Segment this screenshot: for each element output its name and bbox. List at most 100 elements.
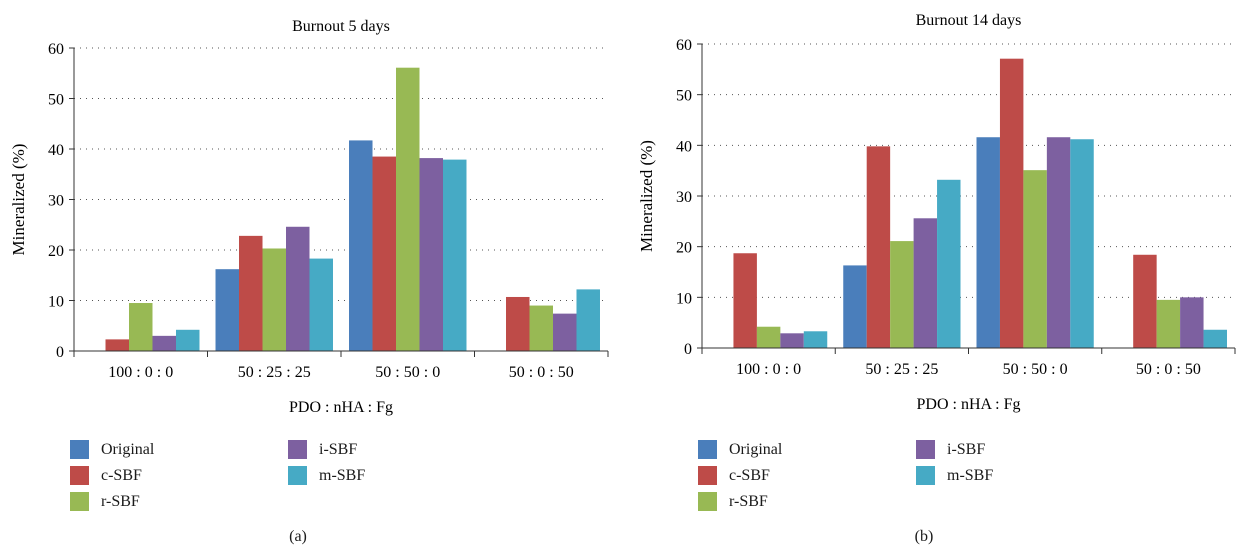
bar-c-sbf-50-25-25 <box>239 235 263 351</box>
legend-label: Original <box>101 440 155 458</box>
bar-original-50-50-0 <box>349 140 373 351</box>
x-axis-title: PDO : nHA : Fg <box>289 399 393 416</box>
bar-r-sbf-50-0-50 <box>529 305 553 351</box>
bar-r-sbf-50-50-0 <box>396 67 420 351</box>
bar-original-50-25-25 <box>843 265 867 348</box>
bar-m-sbf-50-0-50 <box>576 289 600 351</box>
legend-item-original: Original <box>698 440 782 459</box>
bar-c-sbf-50-50-0 <box>372 156 397 351</box>
legend-label: r-SBF <box>101 492 140 510</box>
bar-i-sbf-100-0-0 <box>152 335 176 351</box>
y-tick-label: 30 <box>676 189 692 206</box>
bar-chart-burnout-14-days: Burnout 14 days 0 10 20 30 40 50 60 100 : 0 : 0 5… <box>637 12 1236 413</box>
y-tick-label: 60 <box>48 41 64 58</box>
y-tick-label: 10 <box>48 294 64 311</box>
legend-item-m-sbf: m-SBF <box>916 466 993 485</box>
bar-i-sbf-50-50-0 <box>1046 137 1071 348</box>
legend-label: i-SBF <box>319 440 358 458</box>
legend-swatch <box>70 466 89 485</box>
x-tick-label: 50 : 0 : 50 <box>509 364 574 381</box>
bar-m-sbf-50-25-25 <box>309 258 333 351</box>
legend-label: m-SBF <box>319 466 366 484</box>
x-tick-label: 50 : 25 : 25 <box>238 364 311 381</box>
legend-swatch <box>698 466 717 485</box>
bar-i-sbf-50-25-25 <box>913 218 938 348</box>
bar-m-sbf-100-0-0 <box>175 329 200 351</box>
bar-i-sbf-50-50-0 <box>419 158 443 351</box>
y-tick-label: 30 <box>48 193 64 210</box>
bar-r-sbf-100-0-0 <box>756 326 781 348</box>
y-tick-label: 20 <box>676 240 692 257</box>
legend-item-r-sbf: r-SBF <box>698 492 768 511</box>
y-axis-title: Mineralized (%) <box>9 144 28 256</box>
y-tick-label: 60 <box>676 37 692 54</box>
bar-c-sbf-50-25-25 <box>866 146 891 348</box>
x-axis-title: PDO : nHA : Fg <box>916 396 1020 413</box>
bar-i-sbf-50-0-50 <box>553 313 577 351</box>
legend-swatch <box>70 440 89 459</box>
bar-m-sbf-50-50-0 <box>442 159 467 351</box>
panel-label-a: (a) <box>289 528 307 545</box>
y-tick-label: 40 <box>48 142 64 159</box>
bar-c-sbf-50-0-50 <box>506 296 530 351</box>
bar-m-sbf-50-25-25 <box>937 179 961 348</box>
panel-label-b: (b) <box>914 528 934 545</box>
y-tick-label: 20 <box>48 243 64 260</box>
y-tick-label: 0 <box>684 341 692 358</box>
bar-original-50-25-25 <box>215 269 240 351</box>
legend-swatch <box>70 492 89 511</box>
y-tick-label: 40 <box>676 138 692 155</box>
bar-c-sbf-100-0-0 <box>733 253 757 348</box>
bar-m-sbf-100-0-0 <box>803 331 828 348</box>
chart-title: Burnout 14 days <box>916 12 1022 29</box>
bar-c-sbf-50-0-50 <box>1133 254 1157 348</box>
legend-item-m-sbf: m-SBF <box>288 466 365 485</box>
legend-label: r-SBF <box>729 492 768 510</box>
x-tick-label: 100 : 0 : 0 <box>736 361 801 378</box>
legend-item-original: Original <box>70 440 154 459</box>
legend-swatch <box>288 440 307 459</box>
bar-i-sbf-50-0-50 <box>1180 297 1204 348</box>
bar-i-sbf-100-0-0 <box>780 333 804 348</box>
legend-item-r-sbf: r-SBF <box>70 492 140 511</box>
bar-c-sbf-50-50-0 <box>999 58 1024 348</box>
legend-item-c-sbf: c-SBF <box>698 466 770 485</box>
legend-label: Original <box>729 440 783 458</box>
legend-swatch <box>916 440 935 459</box>
chart-panel-burnout-14-days: Burnout 14 days 0 10 20 30 40 50 60 100 : 0 : 0 5… <box>618 0 1236 558</box>
legend-swatch <box>916 466 935 485</box>
legend-swatch <box>698 440 717 459</box>
x-tick-label: 100 : 0 : 0 <box>108 364 173 381</box>
legend-label: c-SBF <box>729 466 770 484</box>
legend-label: i-SBF <box>947 440 986 458</box>
y-tick-label: 10 <box>676 290 692 307</box>
y-tick-label: 0 <box>56 344 64 361</box>
chart-title: Burnout 5 days <box>292 18 390 35</box>
legend-swatch <box>288 466 307 485</box>
bar-chart-burnout-5-days: Burnout 5 days 0 10 20 30 40 50 60 100 : 0 : 0 50… <box>9 18 609 416</box>
bar-r-sbf-100-0-0 <box>129 303 153 351</box>
legend-label: m-SBF <box>947 466 994 484</box>
y-tick-label: 50 <box>48 92 64 109</box>
legend-item-c-sbf: c-SBF <box>70 466 142 485</box>
y-tick-label: 50 <box>676 88 692 105</box>
bar-i-sbf-50-25-25 <box>286 226 310 351</box>
bar-r-sbf-50-50-0 <box>1023 170 1047 348</box>
chart-panel-burnout-5-days: Burnout 5 days 0 10 20 30 40 50 60 100 : 0 : 0 50… <box>9 18 609 545</box>
x-tick-label: 50 : 50 : 0 <box>1003 361 1068 378</box>
y-axis-title: Mineralized (%) <box>637 140 656 252</box>
bar-c-sbf-100-0-0 <box>105 339 130 351</box>
bar-r-sbf-50-25-25 <box>890 241 914 348</box>
bar-original-50-50-0 <box>976 137 1000 348</box>
x-tick-label: 50 : 0 : 50 <box>1136 361 1201 378</box>
legend-swatch <box>698 492 717 511</box>
bar-r-sbf-50-0-50 <box>1156 299 1181 348</box>
legend-label: c-SBF <box>101 466 142 484</box>
x-tick-label: 50 : 25 : 25 <box>865 361 938 378</box>
bar-r-sbf-50-25-25 <box>262 248 286 351</box>
bar-m-sbf-50-0-50 <box>1203 329 1227 348</box>
bar-m-sbf-50-50-0 <box>1070 139 1094 348</box>
x-tick-label: 50 : 50 : 0 <box>375 364 440 381</box>
legend-item-i-sbf: i-SBF <box>916 440 985 459</box>
legend-item-i-sbf: i-SBF <box>288 440 357 459</box>
